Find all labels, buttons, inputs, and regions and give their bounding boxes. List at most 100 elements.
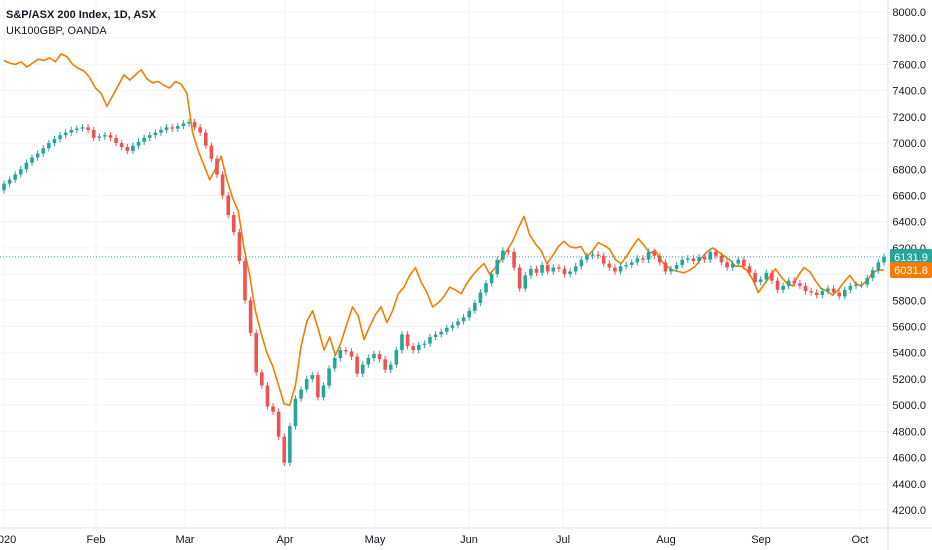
candle [854, 281, 858, 290]
candle-body [641, 258, 645, 260]
y-tick-label: 4800.0 [892, 426, 926, 438]
candle [304, 375, 309, 393]
candle-body [478, 292, 483, 303]
candle-body [484, 283, 488, 293]
candle [764, 269, 769, 283]
candle [635, 255, 640, 266]
candle [781, 282, 785, 294]
y-tick-label: 7800.0 [892, 33, 926, 45]
candle-body [585, 255, 589, 260]
candle-body [775, 280, 780, 290]
candle-body [798, 283, 802, 286]
candle [702, 253, 707, 263]
candle-body [226, 195, 231, 216]
candle [618, 262, 623, 275]
candle [103, 131, 107, 140]
candle-body [596, 254, 600, 256]
candle [792, 277, 797, 287]
candle [52, 135, 57, 147]
candle-body [192, 122, 197, 128]
candle-body [529, 268, 533, 276]
candle [147, 131, 152, 142]
candle-body [433, 334, 438, 338]
candle [534, 265, 539, 277]
candle-body [428, 337, 432, 344]
candle-body [35, 153, 40, 158]
candle [170, 124, 174, 132]
candle-body [131, 145, 135, 151]
candle [232, 211, 236, 236]
candle-body [243, 261, 247, 301]
y-tick-label: 4400.0 [892, 479, 926, 491]
candle [557, 264, 561, 273]
candle-body [260, 372, 264, 386]
candle [383, 356, 387, 374]
candle-body [91, 129, 96, 138]
candle-body [30, 157, 34, 163]
candle-body [237, 232, 242, 261]
candle-body [573, 266, 578, 272]
candle-body [501, 250, 505, 260]
y-tick-label: 6600.0 [892, 190, 926, 202]
candle [450, 321, 455, 332]
candle-body [164, 127, 169, 130]
candle-body [338, 350, 343, 358]
candle-body [489, 274, 494, 284]
y-tick-label: 4600.0 [892, 453, 926, 465]
candle [220, 171, 225, 199]
x-tick-label: Sep [751, 534, 771, 546]
candle [725, 259, 729, 271]
candle [428, 333, 432, 347]
candle [663, 259, 668, 275]
candle [372, 350, 376, 362]
candle-body [327, 368, 331, 386]
candle [456, 318, 460, 329]
candle [523, 272, 528, 292]
candle-body [232, 215, 236, 233]
candle [131, 142, 135, 155]
candle-body [506, 250, 511, 252]
candle-body [153, 132, 158, 136]
candle [47, 139, 51, 152]
candle [80, 124, 85, 132]
candle [478, 289, 483, 307]
candle [629, 259, 634, 269]
candle [192, 118, 197, 131]
candle-body [876, 262, 881, 271]
candle-body [52, 139, 57, 144]
candle-body [80, 127, 85, 129]
candle [58, 131, 62, 143]
candle-body [590, 254, 595, 256]
candle-body [814, 292, 819, 296]
candle-body [445, 327, 449, 332]
candle-body [742, 259, 746, 267]
candle [97, 133, 102, 142]
candle [288, 422, 292, 467]
candle [758, 276, 763, 286]
candle-body [439, 331, 443, 335]
last-price-badge [890, 248, 932, 265]
x-axis[interactable]: 2020 Feb Mar Apr May Jun Jul Aug Sep Oct [0, 527, 932, 546]
candle [360, 361, 365, 377]
y-tick-label: 5200.0 [892, 374, 926, 386]
candle [730, 260, 735, 271]
legend-primary-symbol[interactable]: S&P/ASX 200 Index, 1D, ASX [6, 9, 156, 21]
candle-body [758, 279, 763, 282]
candle-body [209, 145, 214, 159]
x-tick-label: Feb [87, 534, 106, 546]
candle-body [47, 143, 51, 149]
candle [747, 262, 752, 277]
x-tick-label: Oct [851, 534, 868, 546]
y-tick-label: 5800.0 [892, 295, 926, 307]
candle-body [203, 132, 208, 146]
candle-body [512, 251, 516, 268]
candle [321, 382, 326, 401]
candle-body [534, 268, 539, 273]
candle-body [629, 262, 634, 265]
candle [551, 264, 556, 275]
candle [377, 350, 382, 363]
legend-compare-symbol[interactable]: UK100GBP, OANDA [6, 25, 107, 37]
